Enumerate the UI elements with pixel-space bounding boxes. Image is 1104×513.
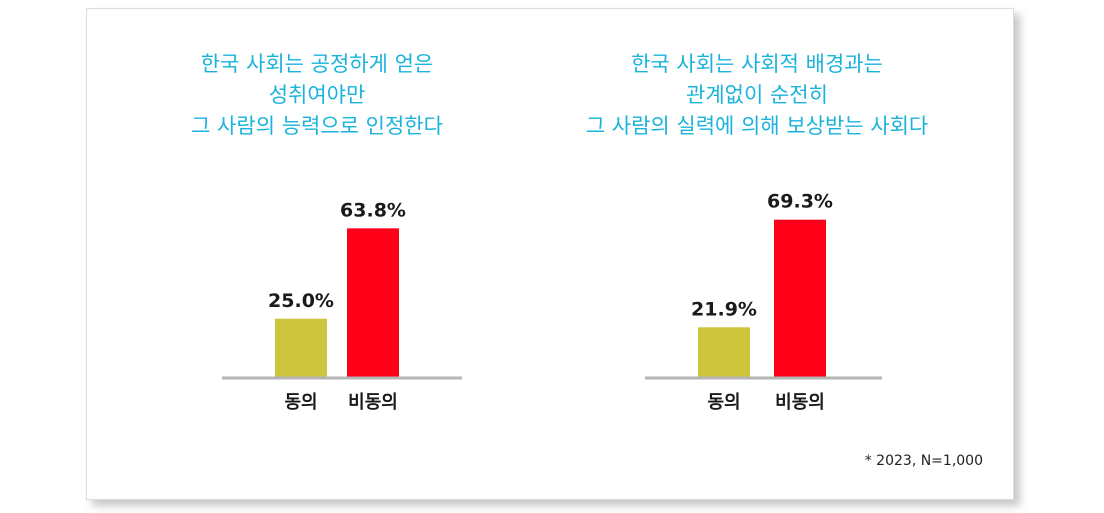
bar-plot: 25.0% 동의 63.8% 비동의 — [222, 199, 462, 413]
category-label-1: 비동의 — [348, 392, 398, 413]
category-label-1: 비동의 — [775, 392, 825, 413]
bar-0 — [698, 327, 750, 377]
category-label-0: 동의 — [707, 392, 740, 413]
bar-1 — [347, 228, 399, 377]
chart-background-reward: 한국 사회는 사회적 배경과는 관계없이 순전히 그 사람의 실력에 의해 보상… — [557, 9, 957, 429]
value-label-0: 25.0% — [268, 290, 334, 312]
value-label-1: 69.3% — [767, 191, 833, 213]
chart-fairness-ability: 한국 사회는 공정하게 얻은 성취여야만 그 사람의 능력으로 인정한다 25.… — [147, 9, 487, 429]
bar-plot: 21.9% 동의 69.3% 비동의 — [645, 191, 882, 413]
footnote: * 2023, N=1,000 — [864, 453, 983, 469]
bar-1 — [774, 219, 826, 377]
chart-title: 한국 사회는 사회적 배경과는 관계없이 순전히 그 사람의 실력에 의해 보상… — [585, 52, 929, 138]
chart-card: 한국 사회는 공정하게 얻은 성취여야만 그 사람의 능력으로 인정한다 25.… — [86, 8, 1014, 500]
bar-0 — [275, 318, 327, 377]
chart-title: 한국 사회는 공정하게 얻은 성취여야만 그 사람의 능력으로 인정한다 — [191, 52, 443, 138]
value-label-1: 63.8% — [340, 199, 406, 221]
category-label-0: 동의 — [284, 392, 317, 413]
value-label-0: 21.9% — [691, 298, 757, 320]
